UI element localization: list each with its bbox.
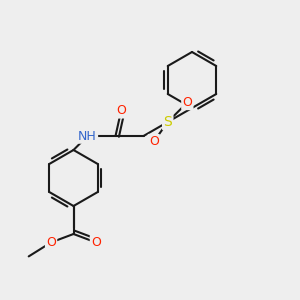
Text: O: O — [91, 236, 101, 249]
Text: NH: NH — [78, 130, 97, 142]
Text: O: O — [149, 135, 159, 148]
Text: O: O — [116, 104, 126, 117]
Text: O: O — [182, 96, 192, 109]
Text: O: O — [46, 236, 56, 249]
Text: S: S — [164, 115, 172, 129]
